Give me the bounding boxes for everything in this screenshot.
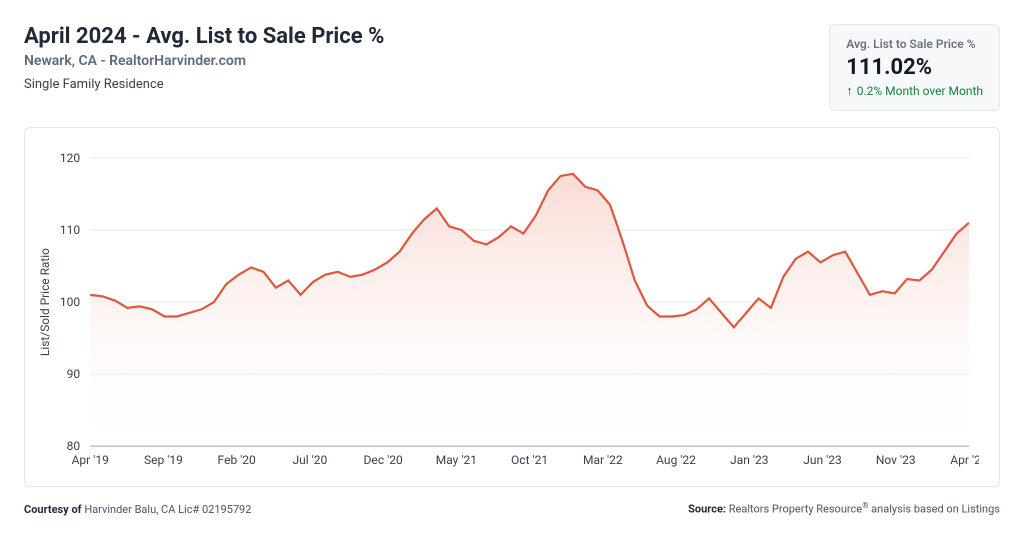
svg-text:Feb '20: Feb '20 — [218, 453, 257, 467]
svg-text:120: 120 — [60, 151, 81, 165]
svg-text:80: 80 — [67, 439, 81, 453]
residence-type: Single Family Residence — [24, 77, 829, 92]
source-value-post: analysis based on Listings — [868, 503, 1000, 516]
source-block: Source: Realtors Property Resource® anal… — [688, 501, 1000, 516]
courtesy-value: Harvinder Balu, CA Lic# 02195792 — [84, 503, 251, 516]
stat-delta: ↑ 0.2% Month over Month — [846, 84, 983, 98]
courtesy-label: Courtesy of — [24, 503, 82, 516]
footer-row: Courtesy of Harvinder Balu, CA Lic# 0219… — [24, 501, 1000, 516]
svg-text:90: 90 — [67, 367, 81, 381]
source-label: Source: — [688, 503, 726, 516]
svg-text:Dec '20: Dec '20 — [364, 453, 403, 467]
svg-text:110: 110 — [60, 223, 81, 237]
svg-text:May '21: May '21 — [436, 453, 477, 467]
svg-text:Mar '22: Mar '22 — [583, 453, 623, 467]
svg-text:Nov '23: Nov '23 — [876, 453, 916, 467]
svg-text:Oct '21: Oct '21 — [511, 453, 548, 467]
svg-text:List/Sold Price Ratio: List/Sold Price Ratio — [38, 248, 52, 356]
stat-delta-text: 0.2% Month over Month — [857, 84, 983, 98]
svg-text:Jan '23: Jan '23 — [730, 453, 768, 467]
chart-card: 80 90 100 110 120 Apr '19 Sep '19 Feb '20 Jul '2… — [24, 127, 1000, 487]
stat-value: 111.02% — [846, 55, 983, 80]
arrow-up-icon: ↑ — [846, 85, 853, 98]
line-chart: 80 90 100 110 120 Apr '19 Sep '19 Feb '20 Jul '2… — [35, 148, 979, 476]
svg-text:100: 100 — [60, 295, 81, 309]
title-block: April 2024 - Avg. List to Sale Price % N… — [24, 24, 829, 92]
page-subtitle: Newark, CA - RealtorHarvinder.com — [24, 53, 829, 69]
header-row: April 2024 - Avg. List to Sale Price % N… — [24, 24, 1000, 111]
svg-text:Apr '19: Apr '19 — [72, 453, 109, 467]
page-title: April 2024 - Avg. List to Sale Price % — [24, 24, 829, 49]
svg-text:Sep '19: Sep '19 — [144, 453, 183, 467]
svg-text:Jul '20: Jul '20 — [293, 453, 328, 467]
courtesy-block: Courtesy of Harvinder Balu, CA Lic# 0219… — [24, 503, 251, 516]
svg-text:Jun '23: Jun '23 — [803, 453, 842, 467]
source-value-pre: Realtors Property Resource — [729, 503, 862, 516]
stat-card: Avg. List to Sale Price % 111.02% ↑ 0.2%… — [829, 24, 1000, 111]
svg-text:Aug '22: Aug '22 — [656, 453, 696, 467]
svg-text:Apr '24: Apr '24 — [950, 453, 979, 467]
stat-label: Avg. List to Sale Price % — [846, 37, 983, 51]
